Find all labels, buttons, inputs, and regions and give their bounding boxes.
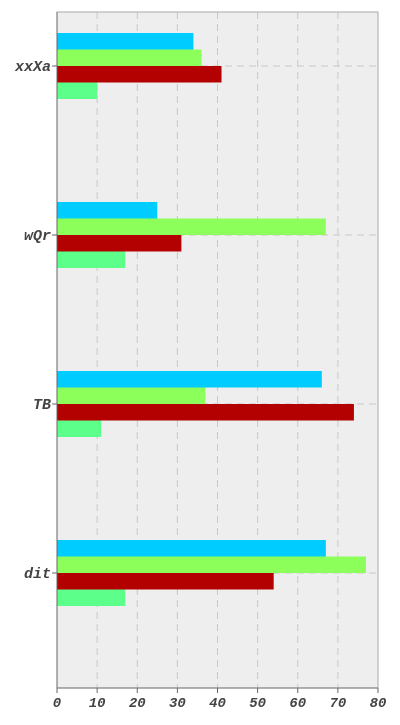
bar-dit-s2 xyxy=(57,556,366,573)
category-label: xxXa xyxy=(14,59,51,76)
category-label: dit xyxy=(24,566,51,583)
bar-dit-s1 xyxy=(57,540,326,557)
category-label: TB xyxy=(33,397,51,414)
bar-TB-s1 xyxy=(57,371,322,388)
x-tick-label: 10 xyxy=(89,696,106,712)
bars xyxy=(57,33,366,606)
x-tick-label: 50 xyxy=(249,696,266,712)
bar-TB-s4 xyxy=(57,420,102,437)
bar-wQr-s2 xyxy=(57,218,326,235)
bar-xxXa-s4 xyxy=(57,82,98,99)
axis-ticks xyxy=(52,65,379,693)
x-tick-label: 0 xyxy=(53,696,61,712)
x-tick-label: 40 xyxy=(209,696,226,712)
bar-dit-s3 xyxy=(57,573,274,590)
bar-TB-s3 xyxy=(57,404,354,421)
bar-wQr-s4 xyxy=(57,251,126,268)
bar-xxXa-s3 xyxy=(57,66,222,83)
bar-xxXa-s2 xyxy=(57,49,202,66)
x-tick-label: 80 xyxy=(370,696,387,712)
x-tick-label: 60 xyxy=(289,696,306,712)
bar-wQr-s3 xyxy=(57,235,182,252)
bar-wQr-s1 xyxy=(57,202,158,219)
axis-labels: 0 10 20 30 40 50 60 70 80 xxXa wQr TB dit xyxy=(14,59,386,712)
x-tick-label: 20 xyxy=(129,696,146,712)
bar-dit-s4 xyxy=(57,589,126,606)
bar-TB-s2 xyxy=(57,387,206,404)
x-tick-label: 70 xyxy=(329,696,346,712)
bar-xxXa-s1 xyxy=(57,33,194,50)
category-label: wQr xyxy=(24,228,51,245)
x-tick-label: 30 xyxy=(169,696,186,712)
